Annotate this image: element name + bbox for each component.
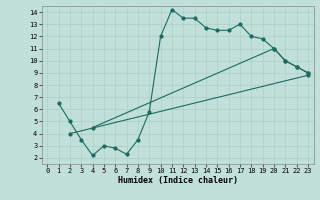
X-axis label: Humidex (Indice chaleur): Humidex (Indice chaleur) <box>118 176 237 185</box>
